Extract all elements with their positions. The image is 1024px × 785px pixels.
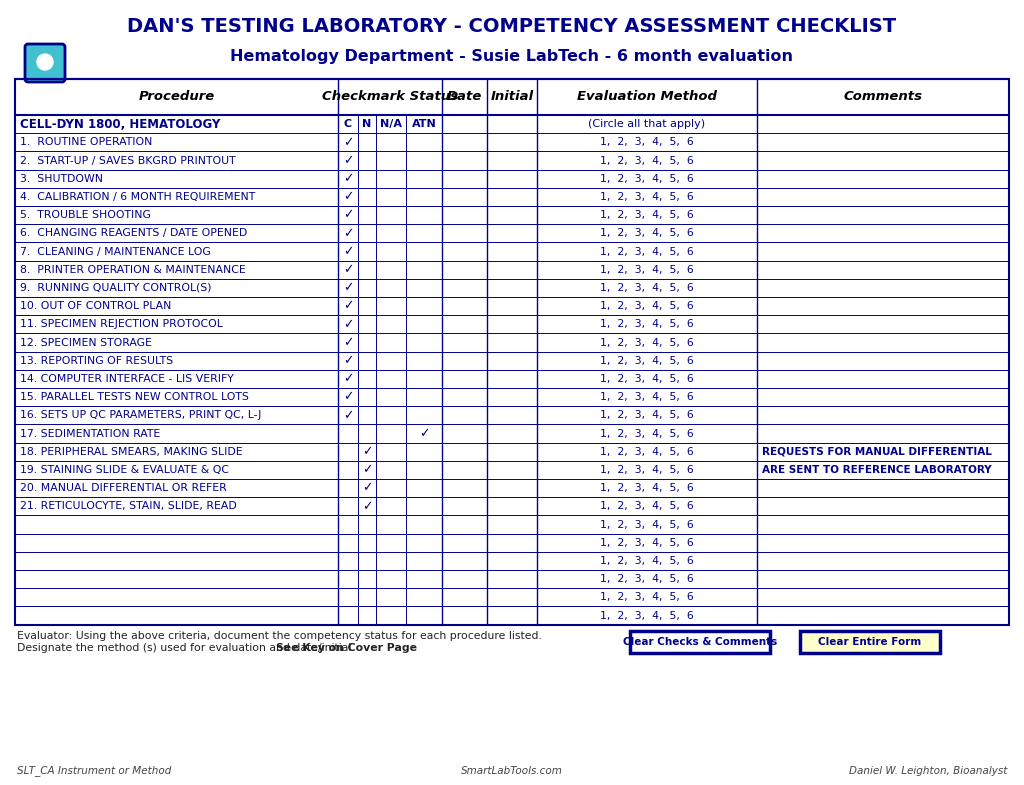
Text: ✓: ✓ <box>343 154 353 167</box>
Bar <box>630 630 770 652</box>
Text: ✓: ✓ <box>343 172 353 185</box>
Text: 20. MANUAL DIFFERENTIAL OR REFER: 20. MANUAL DIFFERENTIAL OR REFER <box>20 483 226 493</box>
Text: 18. PERIPHERAL SMEARS, MAKING SLIDE: 18. PERIPHERAL SMEARS, MAKING SLIDE <box>20 447 243 457</box>
Text: 3.  SHUTDOWN: 3. SHUTDOWN <box>20 173 103 184</box>
Text: 1,  2,  3,  4,  5,  6: 1, 2, 3, 4, 5, 6 <box>600 137 694 148</box>
Text: 1.  ROUTINE OPERATION: 1. ROUTINE OPERATION <box>20 137 153 148</box>
Text: 7.  CLEANING / MAINTENANCE LOG: 7. CLEANING / MAINTENANCE LOG <box>20 246 211 257</box>
Text: 1,  2,  3,  4,  5,  6: 1, 2, 3, 4, 5, 6 <box>600 593 694 602</box>
Text: 1,  2,  3,  4,  5,  6: 1, 2, 3, 4, 5, 6 <box>600 411 694 420</box>
Text: SmartLabTools.com: SmartLabTools.com <box>461 766 563 776</box>
Text: 1,  2,  3,  4,  5,  6: 1, 2, 3, 4, 5, 6 <box>600 429 694 439</box>
Text: 12. SPECIMEN STORAGE: 12. SPECIMEN STORAGE <box>20 338 152 348</box>
Text: 1,  2,  3,  4,  5,  6: 1, 2, 3, 4, 5, 6 <box>600 447 694 457</box>
Text: 6.  CHANGING REAGENTS / DATE OPENED: 6. CHANGING REAGENTS / DATE OPENED <box>20 228 247 239</box>
Text: ✓: ✓ <box>343 391 353 403</box>
Text: ATN: ATN <box>412 119 436 129</box>
Text: ✓: ✓ <box>343 136 353 149</box>
Text: 14. COMPUTER INTERFACE - LIS VERIFY: 14. COMPUTER INTERFACE - LIS VERIFY <box>20 374 233 384</box>
Text: 4.  CALIBRATION / 6 MONTH REQUIREMENT: 4. CALIBRATION / 6 MONTH REQUIREMENT <box>20 192 255 202</box>
Text: 1,  2,  3,  4,  5,  6: 1, 2, 3, 4, 5, 6 <box>600 392 694 402</box>
Text: ✓: ✓ <box>343 209 353 221</box>
Text: Clear Entire Form: Clear Entire Form <box>818 637 922 647</box>
Text: 1,  2,  3,  4,  5,  6: 1, 2, 3, 4, 5, 6 <box>600 283 694 293</box>
Bar <box>800 630 940 652</box>
Text: 16. SETS UP QC PARAMETERS, PRINT QC, L-J: 16. SETS UP QC PARAMETERS, PRINT QC, L-J <box>20 411 261 420</box>
Text: ✓: ✓ <box>361 463 373 476</box>
Text: 2.  START-UP / SAVES BKGRD PRINTOUT: 2. START-UP / SAVES BKGRD PRINTOUT <box>20 155 236 166</box>
Text: ✓: ✓ <box>343 409 353 422</box>
Text: Designate the method (s) used for evaluation and date/initial.: Designate the method (s) used for evalua… <box>17 643 361 652</box>
Text: Evaluation Method: Evaluation Method <box>577 90 717 104</box>
Text: 1,  2,  3,  4,  5,  6: 1, 2, 3, 4, 5, 6 <box>600 538 694 548</box>
Text: 1,  2,  3,  4,  5,  6: 1, 2, 3, 4, 5, 6 <box>600 210 694 220</box>
Text: 1,  2,  3,  4,  5,  6: 1, 2, 3, 4, 5, 6 <box>600 265 694 275</box>
Text: Procedure: Procedure <box>138 90 215 104</box>
Text: Initial: Initial <box>490 90 534 104</box>
Text: ARE SENT TO REFERENCE LABORATORY: ARE SENT TO REFERENCE LABORATORY <box>762 465 991 475</box>
Text: (Circle all that apply): (Circle all that apply) <box>589 119 706 129</box>
Text: ✓: ✓ <box>343 263 353 276</box>
Text: 1,  2,  3,  4,  5,  6: 1, 2, 3, 4, 5, 6 <box>600 556 694 566</box>
Text: 1,  2,  3,  4,  5,  6: 1, 2, 3, 4, 5, 6 <box>600 356 694 366</box>
Text: ✓: ✓ <box>343 227 353 239</box>
Text: ✓: ✓ <box>343 318 353 330</box>
Text: ✓: ✓ <box>343 372 353 385</box>
Text: 10. OUT OF CONTROL PLAN: 10. OUT OF CONTROL PLAN <box>20 301 171 311</box>
Text: ✓: ✓ <box>343 300 353 312</box>
Text: Evaluator: Using the above criteria, document the competency status for each pro: Evaluator: Using the above criteria, doc… <box>17 630 542 641</box>
Text: 8.  PRINTER OPERATION & MAINTENANCE: 8. PRINTER OPERATION & MAINTENANCE <box>20 265 246 275</box>
Text: C: C <box>344 119 352 129</box>
Circle shape <box>37 54 53 70</box>
Text: 1,  2,  3,  4,  5,  6: 1, 2, 3, 4, 5, 6 <box>600 301 694 311</box>
Text: Hematology Department - Susie LabTech - 6 month evaluation: Hematology Department - Susie LabTech - … <box>230 49 794 64</box>
Text: ✓: ✓ <box>343 245 353 258</box>
Text: ✓: ✓ <box>361 482 373 495</box>
Text: CELL-DYN 1800, HEMATOLOGY: CELL-DYN 1800, HEMATOLOGY <box>20 118 220 130</box>
Text: 1,  2,  3,  4,  5,  6: 1, 2, 3, 4, 5, 6 <box>600 338 694 348</box>
Text: 1,  2,  3,  4,  5,  6: 1, 2, 3, 4, 5, 6 <box>600 483 694 493</box>
Text: 13. REPORTING OF RESULTS: 13. REPORTING OF RESULTS <box>20 356 173 366</box>
Text: N/A: N/A <box>380 119 402 129</box>
Text: 1,  2,  3,  4,  5,  6: 1, 2, 3, 4, 5, 6 <box>600 319 694 329</box>
Text: ✓: ✓ <box>361 500 373 513</box>
Text: ✓: ✓ <box>343 191 353 203</box>
Text: 1,  2,  3,  4,  5,  6: 1, 2, 3, 4, 5, 6 <box>600 465 694 475</box>
Text: 15. PARALLEL TESTS NEW CONTROL LOTS: 15. PARALLEL TESTS NEW CONTROL LOTS <box>20 392 249 402</box>
Text: SLT_CA Instrument or Method: SLT_CA Instrument or Method <box>17 765 171 776</box>
Text: ✓: ✓ <box>419 427 429 440</box>
Text: 17. SEDIMENTATION RATE: 17. SEDIMENTATION RATE <box>20 429 160 439</box>
Text: ✓: ✓ <box>361 445 373 458</box>
Text: ✓: ✓ <box>343 281 353 294</box>
FancyBboxPatch shape <box>25 44 65 82</box>
Text: 1,  2,  3,  4,  5,  6: 1, 2, 3, 4, 5, 6 <box>600 574 694 584</box>
Text: 1,  2,  3,  4,  5,  6: 1, 2, 3, 4, 5, 6 <box>600 173 694 184</box>
Text: See Key on Cover Page: See Key on Cover Page <box>276 643 417 652</box>
Text: Comments: Comments <box>844 90 923 104</box>
Text: Checkmark Status: Checkmark Status <box>322 90 458 104</box>
Text: 1,  2,  3,  4,  5,  6: 1, 2, 3, 4, 5, 6 <box>600 228 694 239</box>
Text: N: N <box>362 119 372 129</box>
Text: 1,  2,  3,  4,  5,  6: 1, 2, 3, 4, 5, 6 <box>600 246 694 257</box>
Text: REQUESTS FOR MANUAL DIFFERENTIAL: REQUESTS FOR MANUAL DIFFERENTIAL <box>762 447 992 457</box>
Text: 1,  2,  3,  4,  5,  6: 1, 2, 3, 4, 5, 6 <box>600 611 694 620</box>
Text: 1,  2,  3,  4,  5,  6: 1, 2, 3, 4, 5, 6 <box>600 520 694 530</box>
Text: ✓: ✓ <box>343 354 353 367</box>
Text: 11. SPECIMEN REJECTION PROTOCOL: 11. SPECIMEN REJECTION PROTOCOL <box>20 319 223 329</box>
Text: 9.  RUNNING QUALITY CONTROL(S): 9. RUNNING QUALITY CONTROL(S) <box>20 283 212 293</box>
Text: DAN'S TESTING LABORATORY - COMPETENCY ASSESSMENT CHECKLIST: DAN'S TESTING LABORATORY - COMPETENCY AS… <box>127 17 897 36</box>
Text: Clear Checks & Comments: Clear Checks & Comments <box>623 637 777 647</box>
Text: 1,  2,  3,  4,  5,  6: 1, 2, 3, 4, 5, 6 <box>600 155 694 166</box>
Text: 5.  TROUBLE SHOOTING: 5. TROUBLE SHOOTING <box>20 210 151 220</box>
Bar <box>15 79 1009 625</box>
Text: 21. RETICULOCYTE, STAIN, SLIDE, READ: 21. RETICULOCYTE, STAIN, SLIDE, READ <box>20 502 237 511</box>
Text: Daniel W. Leighton, Bioanalyst: Daniel W. Leighton, Bioanalyst <box>849 766 1007 776</box>
Text: 1,  2,  3,  4,  5,  6: 1, 2, 3, 4, 5, 6 <box>600 192 694 202</box>
Text: 1,  2,  3,  4,  5,  6: 1, 2, 3, 4, 5, 6 <box>600 374 694 384</box>
Text: ✓: ✓ <box>343 336 353 349</box>
Text: 19. STAINING SLIDE & EVALUATE & QC: 19. STAINING SLIDE & EVALUATE & QC <box>20 465 229 475</box>
Text: Date: Date <box>446 90 482 104</box>
Text: 1,  2,  3,  4,  5,  6: 1, 2, 3, 4, 5, 6 <box>600 502 694 511</box>
